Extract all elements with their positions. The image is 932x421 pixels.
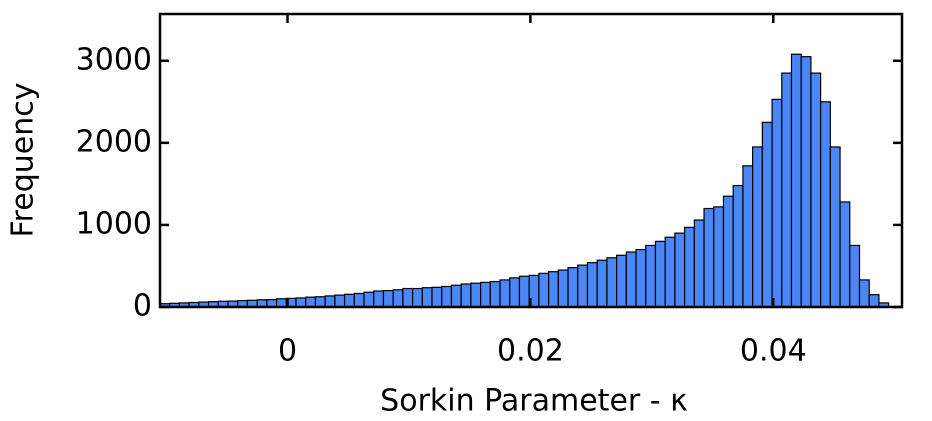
- bar: [654, 240, 666, 308]
- bar: [499, 279, 511, 308]
- bar: [343, 293, 355, 308]
- bar: [839, 201, 851, 308]
- bar: [382, 289, 394, 308]
- bar: [314, 296, 326, 308]
- bar: [305, 296, 317, 308]
- y-tick-label: 0: [133, 289, 152, 324]
- bar: [402, 287, 414, 308]
- bar: [470, 282, 482, 308]
- bar: [373, 290, 385, 308]
- bar: [693, 219, 705, 308]
- bar: [625, 251, 637, 308]
- bar: [538, 272, 550, 308]
- bar: [810, 72, 822, 308]
- bar: [868, 294, 880, 308]
- bar: [684, 226, 695, 308]
- bar: [411, 287, 423, 308]
- bar: [645, 244, 657, 308]
- bar: [450, 284, 462, 308]
- bar: [674, 232, 686, 308]
- bar: [829, 146, 841, 308]
- bar: [460, 283, 472, 308]
- bar: [616, 254, 627, 308]
- bar: [295, 297, 307, 308]
- bar: [421, 287, 433, 308]
- bar: [353, 292, 365, 308]
- bar: [761, 121, 773, 308]
- x-axis-label: Sorkin Parameter - κ: [380, 384, 688, 419]
- bar: [586, 262, 598, 308]
- bar: [489, 280, 501, 308]
- y-tick-label: 1000: [76, 206, 152, 241]
- bar: [363, 291, 375, 308]
- bar: [567, 267, 579, 308]
- bar: [441, 285, 453, 308]
- bar: [557, 269, 569, 308]
- bar: [732, 184, 744, 308]
- y-tick-label: 3000: [76, 42, 152, 77]
- bar: [820, 101, 831, 308]
- bar: [324, 295, 336, 308]
- bar: [577, 264, 589, 308]
- bar: [664, 236, 676, 308]
- bar: [548, 271, 559, 308]
- bar: [790, 53, 802, 308]
- bar: [392, 289, 404, 308]
- bar: [781, 72, 793, 308]
- bar: [635, 248, 647, 308]
- bar: [858, 279, 870, 308]
- bar: [713, 206, 725, 308]
- bar: [771, 98, 783, 308]
- y-axis-label: Frequency: [6, 83, 41, 238]
- bar: [596, 259, 608, 308]
- bar: [431, 286, 443, 308]
- bar: [509, 277, 521, 308]
- bar: [334, 294, 346, 308]
- bar: [722, 195, 734, 308]
- x-tick-label: 0: [278, 334, 297, 369]
- bar: [518, 275, 530, 308]
- bar: [849, 244, 861, 308]
- bar: [703, 207, 715, 308]
- bar: [742, 165, 754, 308]
- x-tick-label: 0.04: [740, 334, 807, 369]
- y-tick-label: 2000: [76, 124, 152, 159]
- x-tick-label: 0.02: [497, 334, 564, 369]
- bar: [752, 146, 763, 308]
- bar: [800, 56, 812, 308]
- bar: [480, 281, 491, 308]
- bar: [606, 257, 618, 308]
